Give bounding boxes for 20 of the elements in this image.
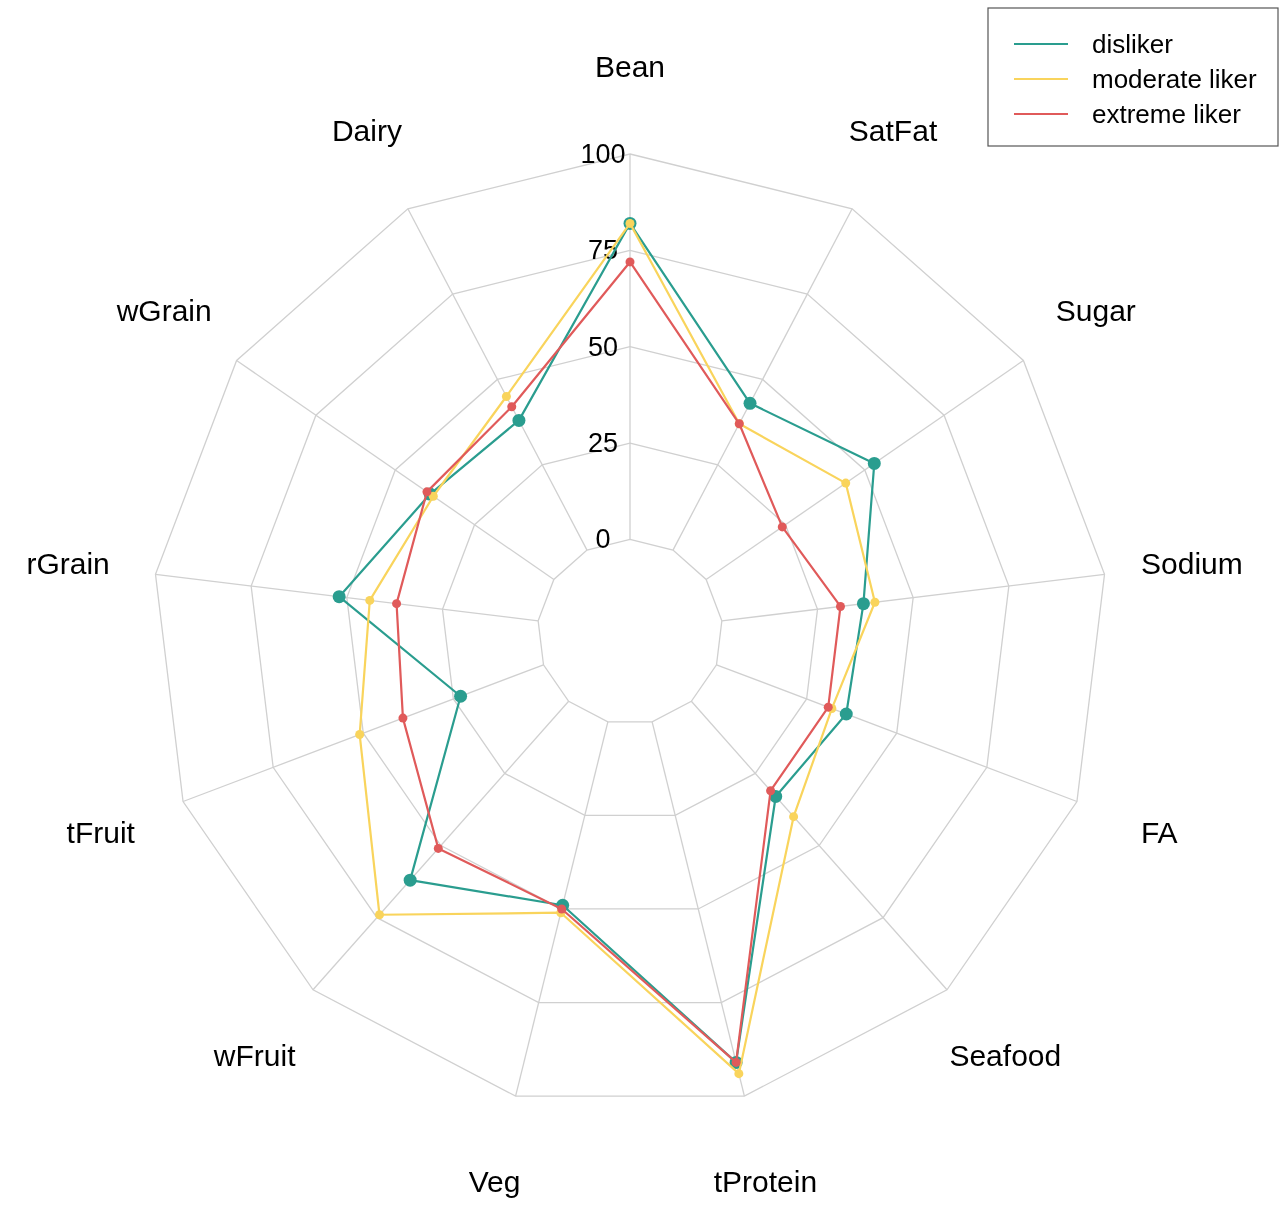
legend-label: disliker (1092, 29, 1174, 59)
spoke-label: wFruit (212, 1039, 297, 1073)
y-tick-label: 50 (587, 331, 619, 362)
legend-label: moderate liker (1092, 64, 1258, 94)
spoke-label: Sugar (1055, 293, 1136, 327)
y-tick-label: 100 (580, 139, 626, 169)
legend-label: extreme liker (1092, 99, 1242, 129)
spoke-label: FA (1140, 816, 1178, 850)
spoke-label: tFruit (66, 816, 136, 850)
spoke-label: Bean (594, 49, 666, 83)
spoke-label: tProtein (713, 1165, 818, 1199)
spoke-label: Dairy (331, 114, 402, 148)
y-tick-label: 25 (587, 428, 619, 459)
spoke-label: Seafood (949, 1039, 1062, 1073)
spoke-label: SatFat (848, 114, 938, 148)
spoke-label: Sodium (1141, 547, 1243, 581)
spoke-label: Veg (468, 1165, 521, 1199)
spoke-label: wGrain (115, 293, 212, 327)
y-tick-label: 0 (595, 524, 611, 555)
spoke-label: rGrain (26, 547, 110, 581)
